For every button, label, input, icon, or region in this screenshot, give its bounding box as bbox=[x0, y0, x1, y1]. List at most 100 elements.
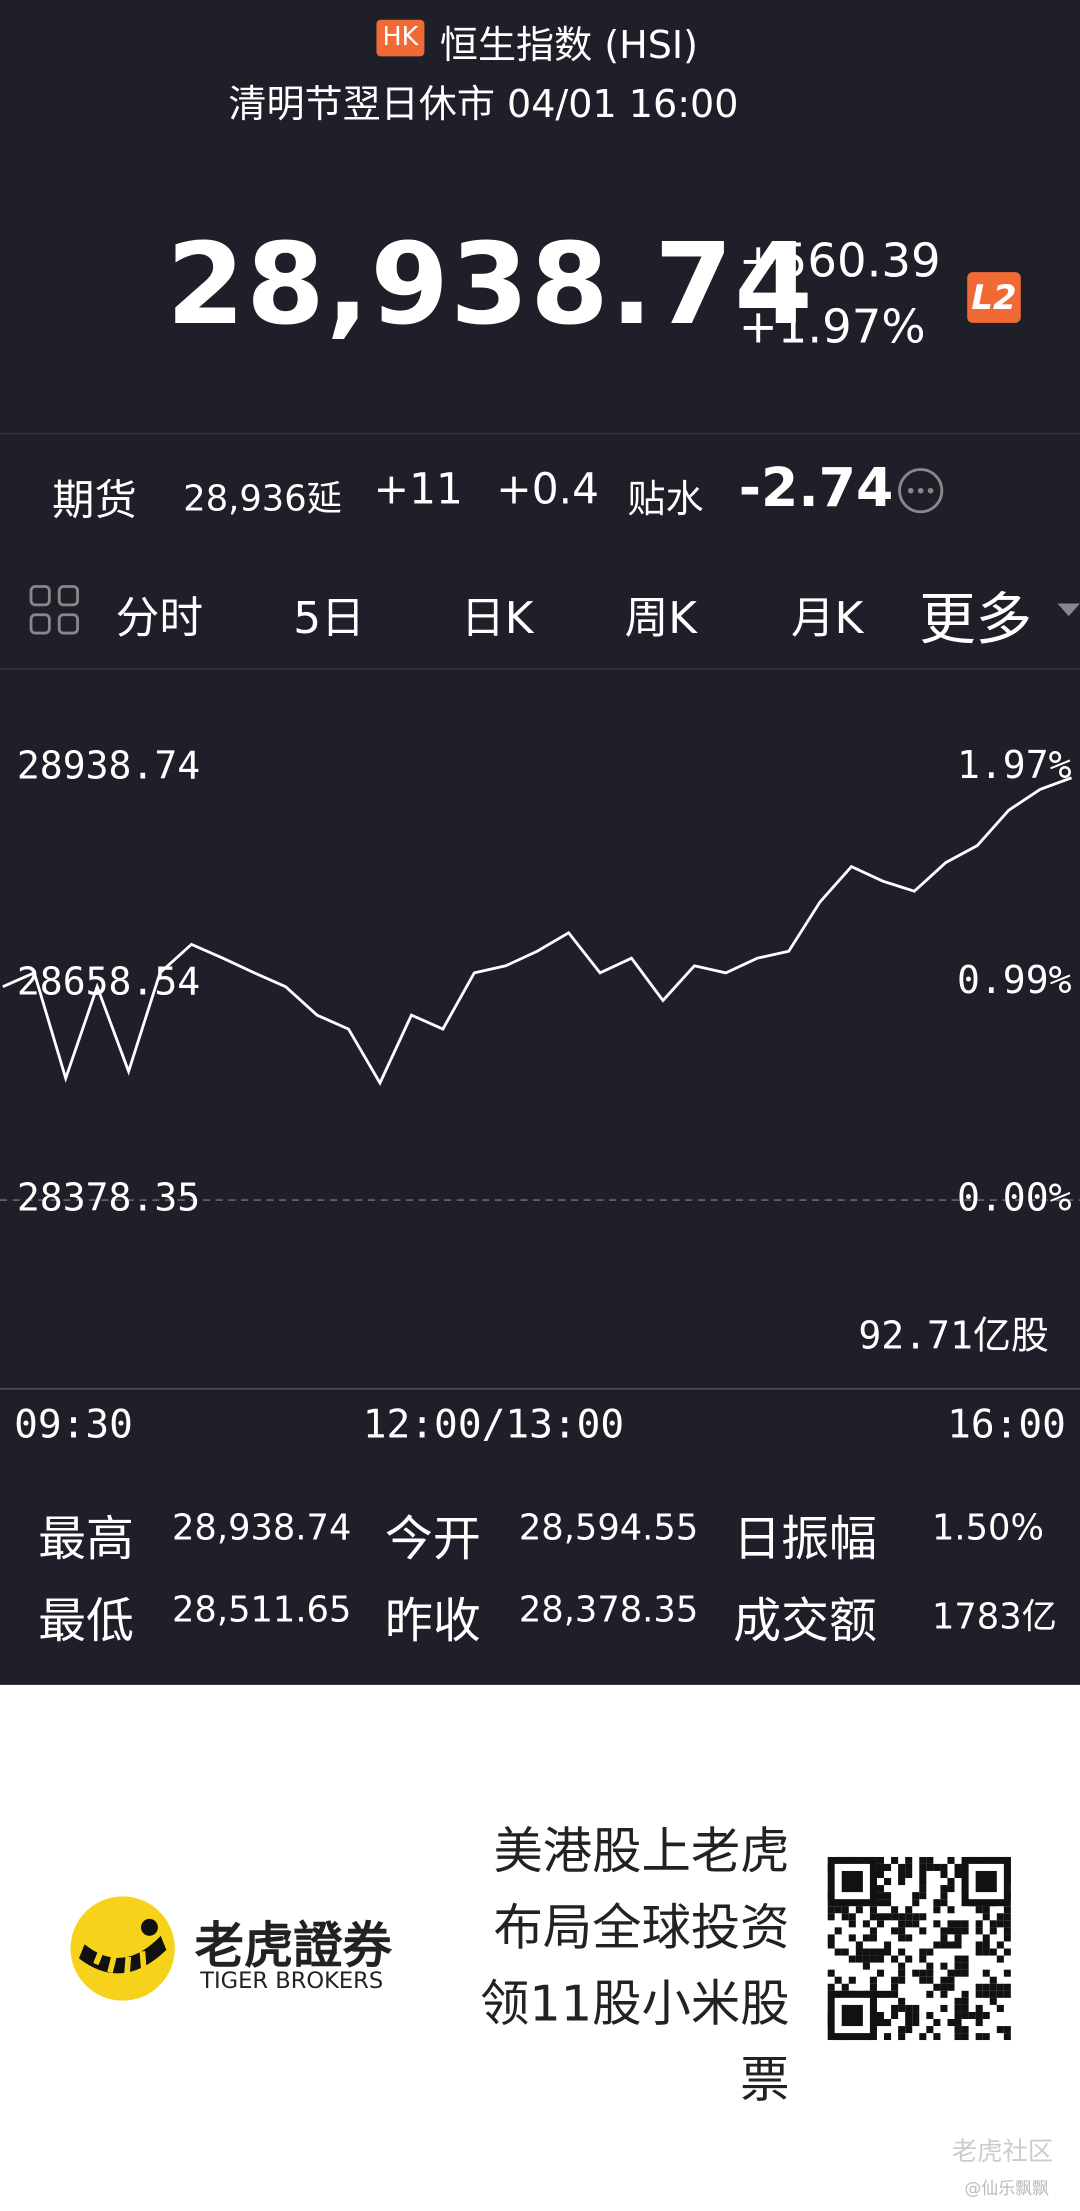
qr-code[interactable] bbox=[827, 1856, 1011, 2041]
tab[interactable]: 月K bbox=[790, 593, 864, 645]
basis-label: 贴水 bbox=[627, 477, 704, 522]
price-line bbox=[2, 776, 1073, 1087]
divider bbox=[0, 432, 1080, 435]
qr-cell bbox=[919, 1955, 927, 1963]
qr-cell bbox=[926, 1976, 934, 1984]
qr-cell bbox=[961, 2004, 969, 2012]
qr-cell bbox=[827, 1913, 835, 1921]
stat-value: 1.50% bbox=[931, 1507, 1044, 1549]
qr-cell bbox=[1003, 1969, 1011, 1977]
qr-cell bbox=[982, 1941, 990, 1949]
qr-cell bbox=[884, 1913, 892, 1921]
qr-cell bbox=[947, 1920, 955, 1928]
qr-cell bbox=[947, 1927, 955, 1935]
qr-cell bbox=[989, 1976, 997, 1984]
qr-cell bbox=[848, 1955, 856, 1963]
qr-cell bbox=[919, 2033, 927, 2041]
qr-cell bbox=[912, 1969, 920, 1977]
qr-cell bbox=[933, 1920, 941, 1928]
qr-cell bbox=[926, 1863, 934, 1871]
qr-cell bbox=[884, 1990, 892, 1998]
qr-cell bbox=[982, 1913, 990, 1921]
qr-cell bbox=[940, 1976, 948, 1984]
qr-cell bbox=[1003, 2033, 1011, 2041]
qr-cell bbox=[848, 1920, 856, 1928]
qr-cell bbox=[947, 1969, 955, 1977]
qr-cell bbox=[905, 2019, 913, 2027]
stat-label: 昨收 bbox=[384, 1593, 481, 1650]
qr-cell bbox=[919, 1870, 927, 1879]
qr-cell bbox=[954, 2019, 962, 2027]
qr-cell bbox=[898, 2026, 906, 2034]
qr-cell bbox=[919, 1948, 927, 1956]
qr-cell bbox=[989, 1983, 997, 1991]
qr-cell bbox=[891, 1913, 899, 1921]
slogan-line: 布局全球投资 bbox=[493, 1900, 790, 1957]
level2-badge[interactable]: L2 bbox=[967, 272, 1021, 323]
tab[interactable]: 日K bbox=[461, 593, 534, 645]
qr-cell bbox=[905, 1934, 913, 1942]
x-tick-label: 16:00 bbox=[947, 1401, 1066, 1447]
qr-cell bbox=[912, 2004, 920, 2012]
qr-cell bbox=[898, 1878, 906, 1886]
qr-cell bbox=[827, 1934, 835, 1942]
tab[interactable]: 分时 bbox=[115, 593, 204, 645]
grid-icon[interactable] bbox=[28, 584, 82, 638]
qr-cell bbox=[940, 1934, 948, 1942]
qr-cell bbox=[982, 1969, 990, 1977]
brand-name: 老虎證券 bbox=[194, 1918, 392, 1976]
qr-cell bbox=[891, 1976, 899, 1984]
stat-value: 1783亿 bbox=[931, 1596, 1057, 1637]
stat-label: 日振幅 bbox=[733, 1511, 877, 1568]
qr-cell bbox=[961, 2011, 969, 2020]
qr-cell bbox=[975, 2011, 983, 2020]
qr-cell bbox=[982, 1906, 990, 1914]
more-icon[interactable] bbox=[897, 467, 945, 515]
qr-cell bbox=[855, 1955, 863, 1963]
tab[interactable]: 更多 bbox=[919, 587, 1033, 653]
qr-cell bbox=[975, 1983, 983, 1991]
qr-cell bbox=[1003, 1948, 1011, 1956]
stat-label: 今开 bbox=[384, 1511, 481, 1568]
qr-cell bbox=[961, 1955, 969, 1963]
qr-cell bbox=[869, 1955, 877, 1963]
y2-tick-label: 0.99% bbox=[957, 958, 1072, 1002]
qr-cell bbox=[1003, 1927, 1011, 1935]
tab[interactable]: 周K bbox=[624, 593, 697, 645]
qr-cell bbox=[876, 1899, 885, 1907]
qr-cell bbox=[954, 1927, 962, 1935]
tab[interactable]: 5日 bbox=[293, 593, 365, 645]
y-tick-label: 28938.74 bbox=[17, 744, 200, 788]
price-change: +560.39 bbox=[738, 232, 941, 288]
qr-cell bbox=[884, 1948, 892, 1956]
qr-cell bbox=[876, 1892, 885, 1900]
qr-cell bbox=[848, 1976, 856, 1984]
qr-cell bbox=[961, 1990, 969, 1998]
qr-cell bbox=[848, 1934, 856, 1942]
qr-cell bbox=[848, 1913, 856, 1921]
qr-cell bbox=[827, 1941, 835, 1949]
qr-cell bbox=[954, 1969, 962, 1977]
qr-cell bbox=[905, 2004, 913, 2012]
basis-value: -2.74 bbox=[738, 456, 894, 519]
qr-cell bbox=[898, 1948, 906, 1956]
qr-cell bbox=[912, 1920, 920, 1928]
qr-cell bbox=[862, 1962, 870, 1970]
qr-cell bbox=[869, 1913, 877, 1921]
qr-cell bbox=[933, 1983, 941, 1991]
qr-cell bbox=[891, 2011, 899, 2020]
market-status: 清明节翌日休市 04/01 16:00 bbox=[228, 83, 739, 127]
qr-cell bbox=[975, 1990, 983, 1998]
qr-cell bbox=[841, 1913, 849, 1921]
qr-cell bbox=[869, 1983, 877, 1991]
qr-cell bbox=[940, 1870, 948, 1879]
qr-cell bbox=[1003, 1913, 1011, 1921]
tiger-logo bbox=[70, 1896, 175, 2001]
qr-cell bbox=[940, 1927, 948, 1935]
qr-cell bbox=[876, 1955, 885, 1963]
qr-cell bbox=[996, 1990, 1004, 1998]
qr-cell bbox=[975, 2033, 983, 2041]
y-tick-label: 28378.35 bbox=[17, 1175, 200, 1219]
qr-cell bbox=[898, 1976, 906, 1984]
